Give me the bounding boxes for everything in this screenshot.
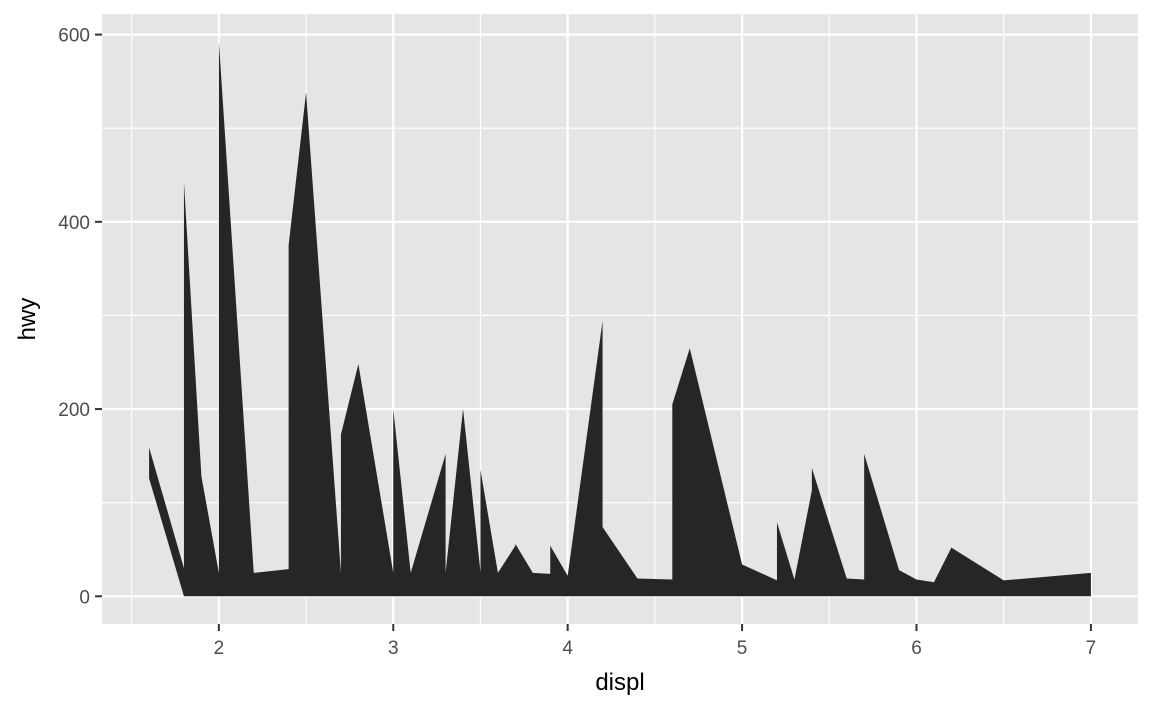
y-axis-title: hwy [14, 298, 41, 341]
x-tick-label-1: 3 [388, 638, 399, 659]
y-tick-label-3: 600 [58, 26, 90, 47]
x-tick-label-5: 7 [1086, 638, 1097, 659]
y-axis: 0 200 400 600 [58, 26, 102, 608]
x-tick-label-4: 6 [911, 638, 922, 659]
y-tick-label-0: 0 [79, 587, 90, 608]
ribbon-series-0 [149, 41, 1091, 597]
panel-background [102, 14, 1138, 624]
x-axis-title: displ [595, 669, 644, 696]
x-tick-label-2: 4 [562, 638, 573, 659]
y-tick-label-1: 200 [58, 400, 90, 421]
x-tick-label-3: 5 [737, 638, 748, 659]
grid-major [102, 14, 1138, 624]
y-tick-label-2: 400 [58, 213, 90, 234]
x-axis: 2 3 4 5 6 7 [214, 624, 1097, 659]
data-marks [149, 41, 1091, 597]
x-tick-label-0: 2 [214, 638, 225, 659]
